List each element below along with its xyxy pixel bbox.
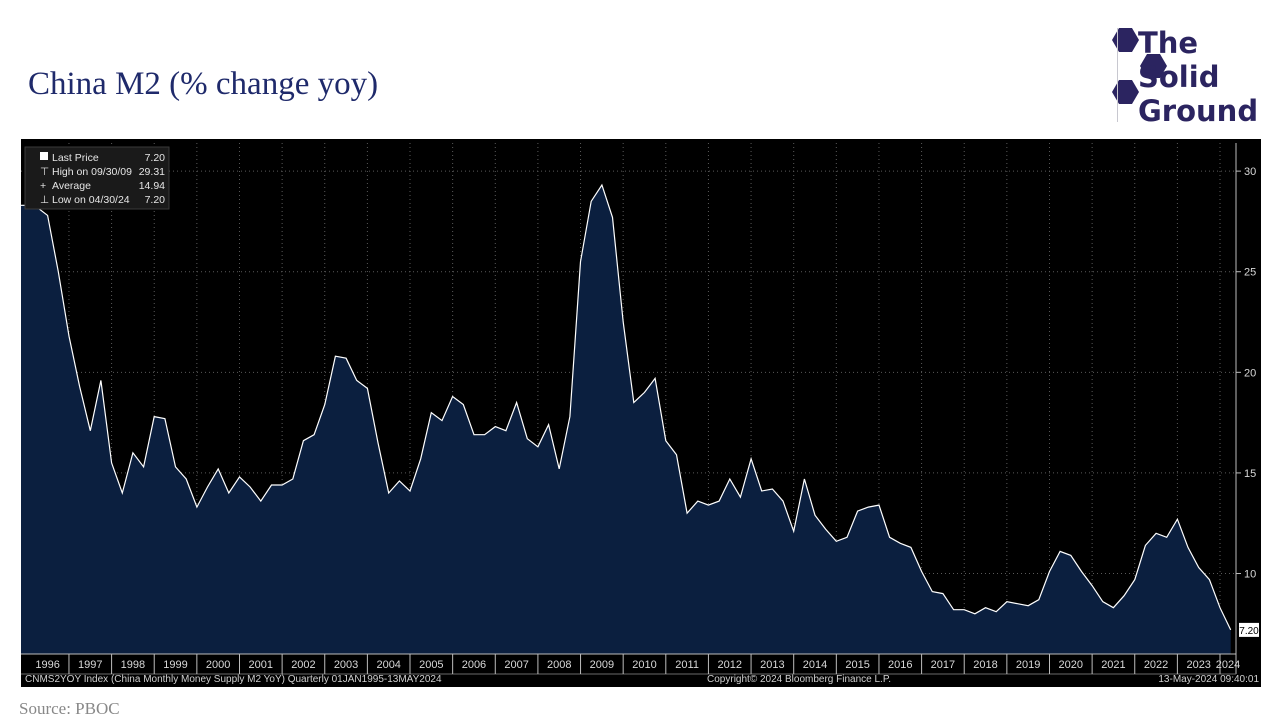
x-tick-label: 2000: [206, 659, 230, 671]
x-tick-label: 2023: [1186, 659, 1210, 671]
logo-wordmark: The Solid Ground: [1138, 26, 1258, 128]
legend-value-3: 7.20: [145, 194, 166, 206]
x-axis: 1996 1997 1998 1999 2000 2001 2002 2003 2004 2005…: [21, 653, 1240, 675]
x-tick-label: 2003: [334, 659, 358, 671]
x-tick-label: 2015: [845, 659, 869, 671]
legend-box: Last Price 7.20 ⊤ High on 09/30/09 29.31…: [24, 146, 170, 210]
legend-background: [24, 146, 170, 210]
x-tick-label: 2024: [1216, 659, 1240, 671]
x-tick-label: 2010: [632, 659, 656, 671]
x-tick-label: 2011: [675, 659, 699, 671]
footer-right: 13-May-2024 09:40:01: [1158, 674, 1259, 685]
y-axis: 10 15 20 25 30: [1235, 143, 1256, 674]
x-tick-label: 2021: [1101, 659, 1125, 671]
x-tick-label: 2022: [1144, 659, 1168, 671]
x-tick-label: 2013: [760, 659, 784, 671]
logo-hexagons-icon: [1112, 28, 1167, 104]
x-tick-label: 2004: [376, 659, 400, 671]
y-tick-label: 20: [1244, 367, 1256, 379]
legend-marker-last: [40, 152, 48, 160]
hexagon-middle: [1140, 54, 1167, 78]
legend-label-3: Low on 04/30/24: [52, 194, 130, 206]
legend-marker-average: +: [40, 180, 46, 192]
x-tick-label: 2020: [1059, 659, 1083, 671]
footer-left: CNMS2YOY Index (China Monthly Money Supp…: [25, 674, 442, 685]
logo-divider: [1117, 28, 1118, 122]
y-tick-label: 10: [1244, 569, 1256, 581]
x-tick-label: 2014: [803, 659, 827, 671]
x-tick-label: 2012: [718, 659, 742, 671]
x-tick-label: 2002: [291, 659, 315, 671]
legend-value-1: 29.31: [139, 166, 165, 178]
x-tick-label: 2017: [931, 659, 955, 671]
legend-label-1: High on 09/30/09: [52, 166, 132, 178]
x-tick-label: 2001: [249, 659, 273, 671]
x-tick-label: 2016: [888, 659, 912, 671]
grid-layer: [21, 143, 1236, 654]
legend-marker-low: ⊥: [40, 194, 49, 206]
logo-line-2: Solid: [1138, 60, 1220, 94]
x-tick-label: 2007: [504, 659, 528, 671]
page-title: China M2 (% change yoy): [28, 66, 379, 102]
x-tick-label: 2018: [973, 659, 997, 671]
m2-area: [21, 185, 1231, 654]
y-tick-label: 15: [1244, 468, 1256, 480]
x-tick-label: 1996: [35, 659, 59, 671]
x-tick-label: 2005: [419, 659, 443, 671]
last-value-tag-text: 7.20: [1239, 626, 1259, 637]
x-tick-label: 1997: [78, 659, 102, 671]
x-tick-label: 1999: [163, 659, 187, 671]
legend-marker-high: ⊤: [40, 166, 49, 178]
legend-label-0: Last Price: [52, 152, 99, 164]
legend-value-2: 14.94: [139, 180, 165, 192]
legend-label-2: Average: [52, 180, 91, 192]
logo-line-1: The: [1138, 26, 1199, 60]
last-value-tag: 7.20: [1239, 622, 1259, 637]
x-tick-label: 1998: [121, 659, 145, 671]
source-note: Source: PBOC: [19, 699, 120, 718]
y-tick-label: 25: [1244, 267, 1256, 279]
x-tick-label: 2019: [1016, 659, 1040, 671]
x-tick-label: 2008: [547, 659, 571, 671]
x-tick-label: 2009: [590, 659, 614, 671]
hexagon-top: [1112, 28, 1139, 52]
legend-value-0: 7.20: [145, 152, 166, 164]
last-value-tag-box: [1239, 622, 1259, 637]
footer-center: Copyright© 2024 Bloomberg Finance L.P.: [707, 674, 891, 685]
bloomberg-chart: 10 15 20 25 30 1996 1997 1998 1999 2000 2001 2002 2…: [21, 139, 1261, 687]
x-tick-label: 2006: [462, 659, 486, 671]
m2-line: [21, 183, 1232, 631]
y-tick-label: 30: [1244, 166, 1256, 178]
logo-line-3: Ground: [1138, 94, 1259, 128]
hexagon-bottom: [1112, 80, 1139, 104]
